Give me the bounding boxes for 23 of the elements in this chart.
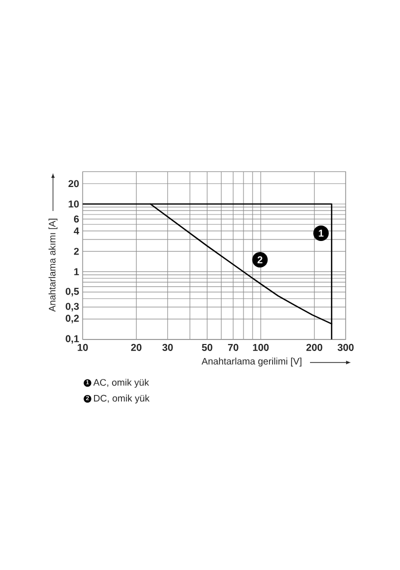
legend-label: AC, omik yük <box>93 378 150 388</box>
x-tick-label: 30 <box>162 344 173 351</box>
x-tick-label: 300 <box>338 344 354 351</box>
y-tick-label: 20 <box>68 180 79 188</box>
y-tick-label: 4 <box>74 228 80 234</box>
x-tick-label: 100 <box>253 344 269 351</box>
annotation: 1 <box>318 230 324 237</box>
annotation: 2 <box>258 256 262 264</box>
x-axis-title: Anahtarlama gerilimi [V] <box>202 358 302 366</box>
x-tick-label: 200 <box>306 344 322 351</box>
legend-label: DC, omik yük <box>94 394 150 404</box>
x-tick-label: 20 <box>131 344 142 351</box>
y-tick-label: 6 <box>74 215 79 223</box>
y-tick-label: 0,3 <box>66 302 79 312</box>
y-tick-label: 0,2 <box>66 314 79 324</box>
y-tick-label: 1 <box>74 268 79 276</box>
x-tick-label: 50 <box>202 344 212 351</box>
y-axis-title: Anahtarlama akımı [A] <box>48 218 58 312</box>
y-tick-label: 2 <box>74 248 79 255</box>
y-tick-label: 0,1 <box>66 335 79 344</box>
x-tick-label: 70 <box>228 344 238 351</box>
y-tick-label: 10 <box>68 200 79 208</box>
y-tick-label: 0,5 <box>66 288 79 296</box>
